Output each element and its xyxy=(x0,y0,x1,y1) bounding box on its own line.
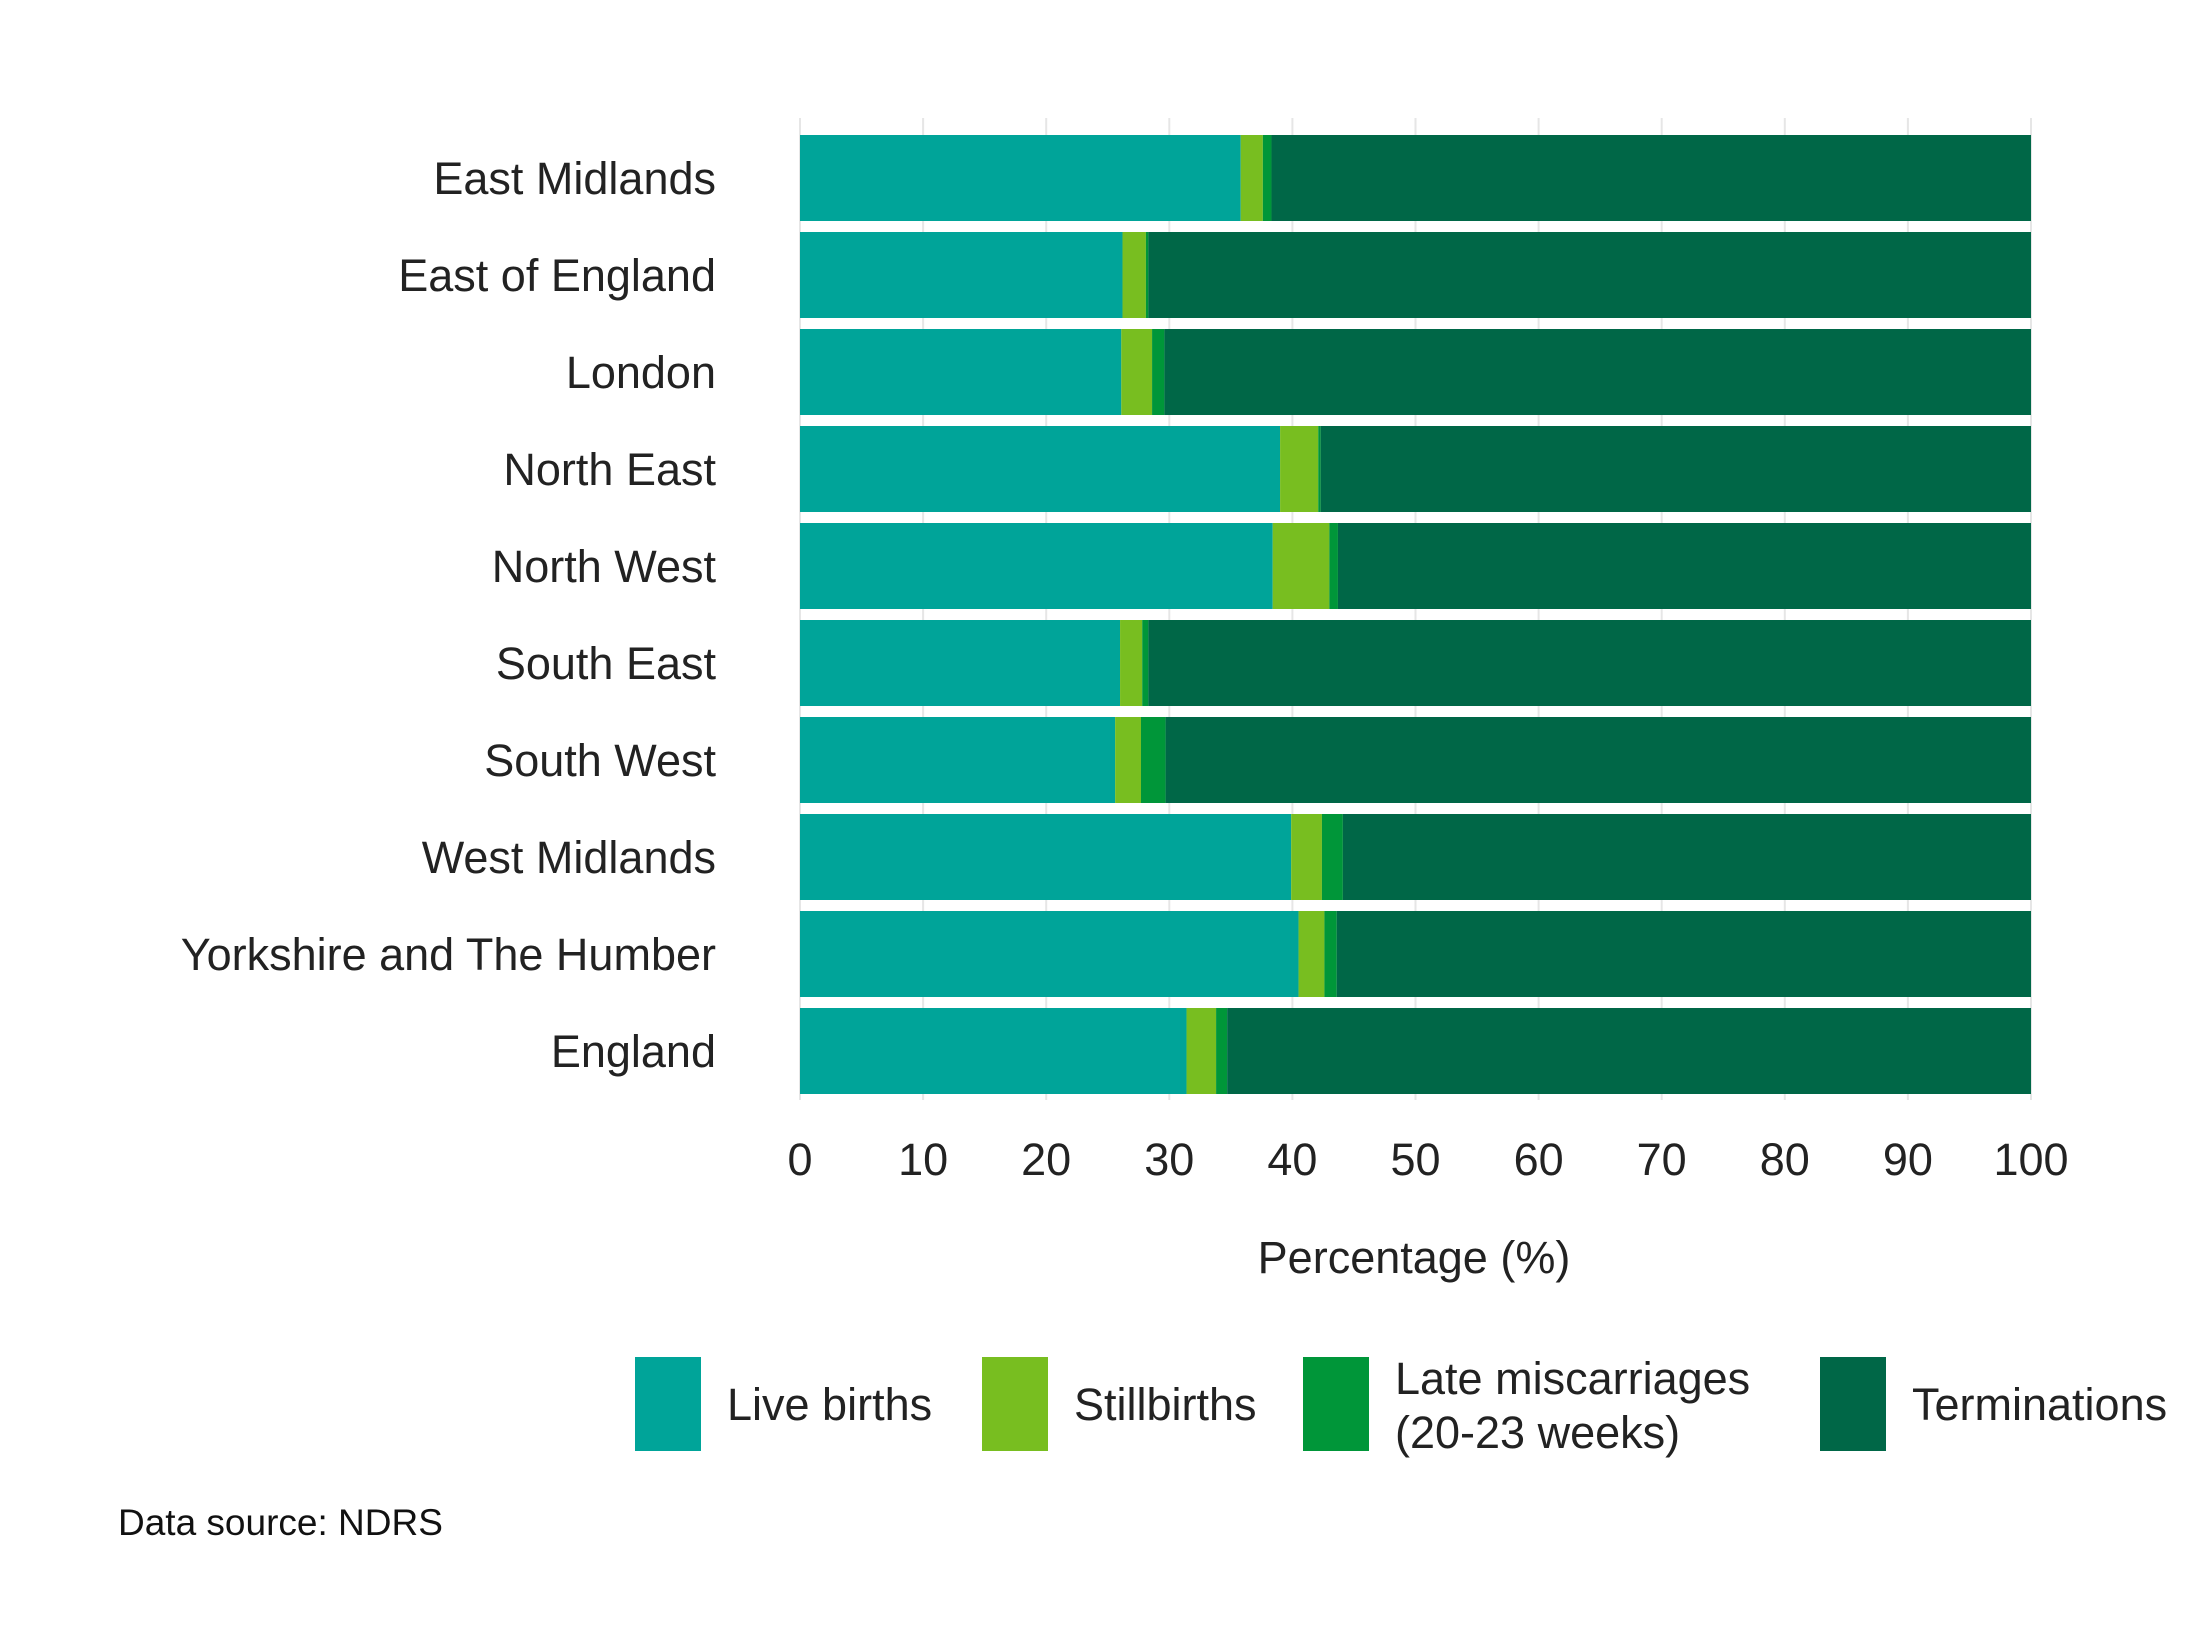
bar-segment xyxy=(1342,814,2031,900)
bar-segment xyxy=(1227,1008,2031,1094)
bar-segment xyxy=(1337,523,2031,609)
bar-segment xyxy=(1262,135,1272,221)
bar-segment xyxy=(1152,329,1165,415)
bar-segment xyxy=(1121,329,1153,415)
x-axis-title: Percentage (%) xyxy=(1258,1232,1571,1283)
bar-segment xyxy=(1115,717,1141,803)
bar-segment xyxy=(800,717,1116,803)
x-tick-label: 80 xyxy=(1760,1134,1810,1185)
bar-segment xyxy=(1148,232,2031,318)
bar-segment xyxy=(1142,620,1149,706)
bar-segment xyxy=(1329,523,1338,609)
category-label: North East xyxy=(503,444,716,495)
bar-segment xyxy=(800,911,1299,997)
bar-segment xyxy=(1148,620,2031,706)
bar-segment xyxy=(1165,717,2031,803)
category-label: East of England xyxy=(398,250,716,301)
category-label: West Midlands xyxy=(422,832,716,883)
category-label: London xyxy=(566,347,716,398)
bar-segment xyxy=(1324,911,1337,997)
bars xyxy=(800,135,2031,1094)
bar-segment xyxy=(800,814,1292,900)
x-tick-label: 0 xyxy=(787,1134,812,1185)
x-tick-label: 60 xyxy=(1514,1134,1564,1185)
category-labels: East Midlands East of England London North … xyxy=(181,153,717,1077)
x-tick-label: 30 xyxy=(1144,1134,1194,1185)
bar-segment xyxy=(800,620,1121,706)
bar-segment xyxy=(1336,911,2031,997)
category-label: South West xyxy=(484,735,716,786)
bar-segment xyxy=(1164,329,2031,415)
legend-key xyxy=(1820,1357,1886,1451)
legend-key xyxy=(1303,1357,1369,1451)
category-label: North West xyxy=(492,541,717,592)
x-tick-label: 90 xyxy=(1883,1134,1933,1185)
bar-segment xyxy=(1240,135,1263,221)
bar-segment xyxy=(1321,814,1343,900)
legend-key xyxy=(635,1357,701,1451)
bar-segment xyxy=(800,135,1241,221)
bar-segment xyxy=(800,523,1273,609)
bar-segment xyxy=(800,426,1281,512)
bar-segment xyxy=(800,329,1122,415)
x-tick-label: 100 xyxy=(1993,1134,2068,1185)
category-label: South East xyxy=(496,638,717,689)
bar-segment xyxy=(1291,814,1322,900)
category-label: Yorkshire and The Humber xyxy=(181,929,716,980)
x-tick-label: 20 xyxy=(1021,1134,1071,1185)
bar-segment xyxy=(1216,1008,1228,1094)
legend-label: Stillbirths xyxy=(1074,1379,1257,1430)
bar-segment xyxy=(1272,523,1330,609)
bar-segment xyxy=(1271,135,2031,221)
legend-label: Late miscarriages (20-23 weeks) xyxy=(1395,1353,1750,1458)
x-tick-label: 10 xyxy=(898,1134,948,1185)
bar-segment xyxy=(1120,620,1143,706)
x-tick-label: 70 xyxy=(1637,1134,1687,1185)
bar-segment xyxy=(800,232,1123,318)
bar-segment xyxy=(1122,232,1146,318)
x-axis-ticks: 0 10 20 30 40 50 60 70 80 90 100 xyxy=(787,1134,2068,1185)
bar-segment xyxy=(1280,426,1319,512)
bar-segment xyxy=(800,1008,1187,1094)
legend-label: Live births xyxy=(727,1379,932,1430)
x-tick-label: 50 xyxy=(1390,1134,1440,1185)
source-note: Data source: NDRS xyxy=(118,1502,443,1543)
bar-segment xyxy=(1186,1008,1217,1094)
bar-segment xyxy=(1145,232,1149,318)
bar-segment xyxy=(1318,426,1321,512)
legend: Live births Stillbirths Late miscarriages(… xyxy=(635,1353,2167,1458)
category-label: East Midlands xyxy=(433,153,716,204)
bar-segment xyxy=(1320,426,2031,512)
legend-key xyxy=(982,1357,1048,1451)
legend-label: Terminations xyxy=(1912,1379,2167,1430)
bar-segment xyxy=(1140,717,1166,803)
category-label: England xyxy=(551,1026,716,1077)
bar-segment xyxy=(1298,911,1325,997)
x-tick-label: 40 xyxy=(1267,1134,1317,1185)
